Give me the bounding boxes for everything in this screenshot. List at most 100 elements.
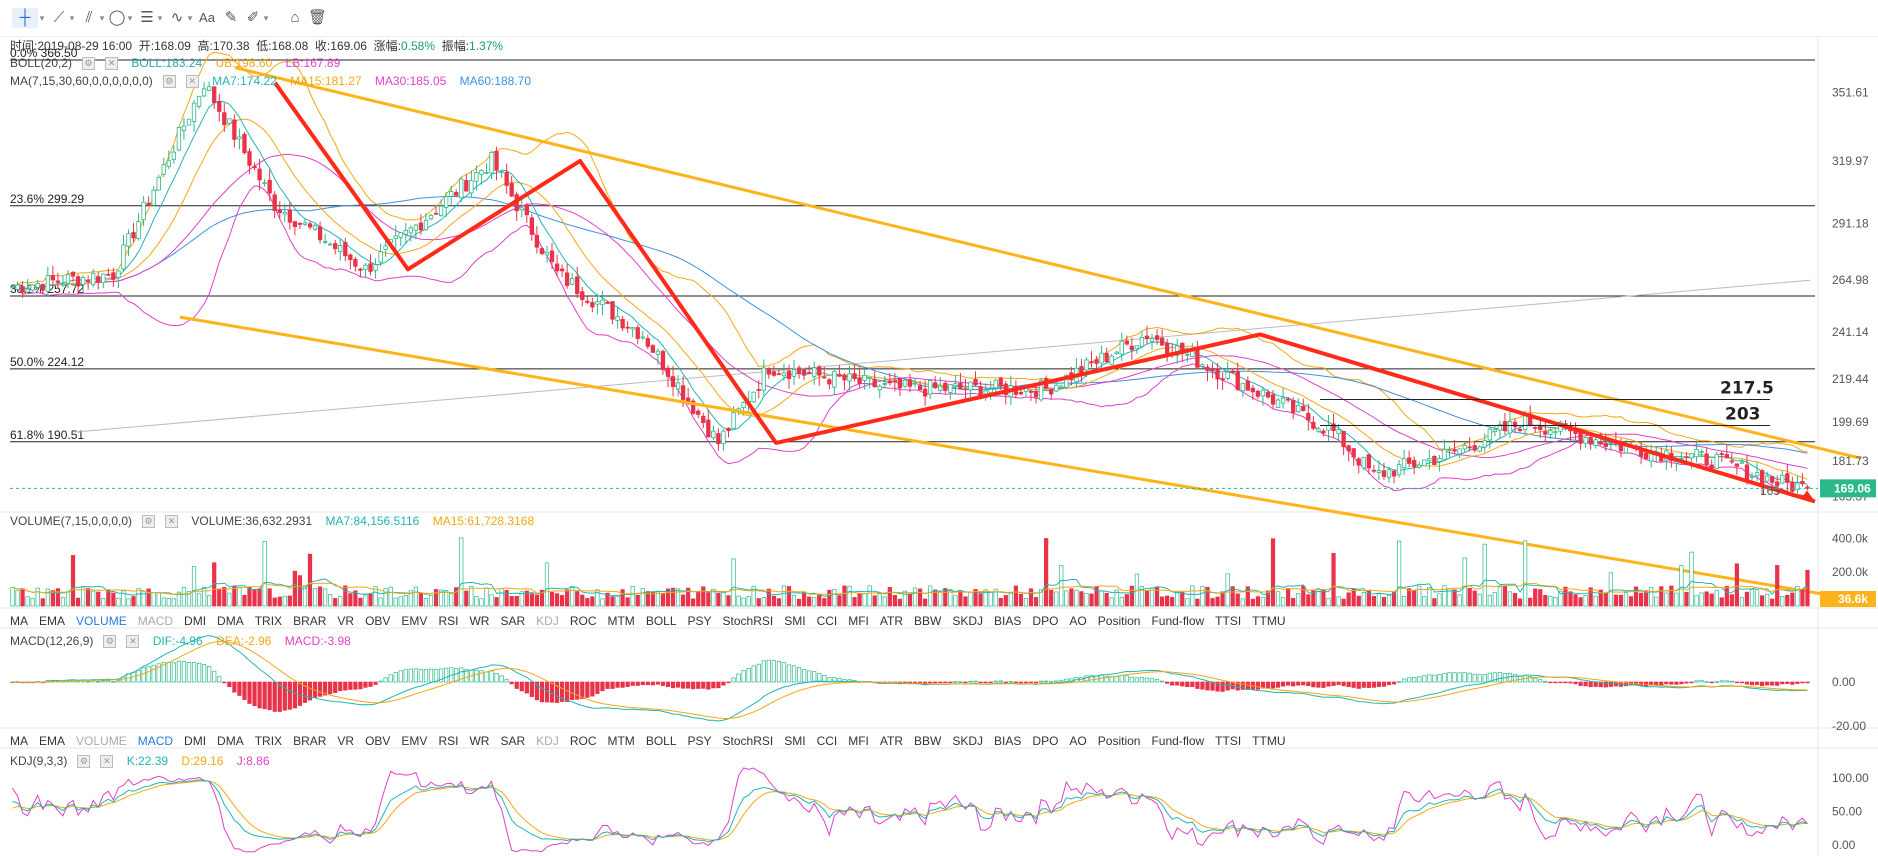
settings-icon[interactable]: ⚙: [77, 755, 91, 769]
chevron-down-icon[interactable]: ▾: [187, 13, 193, 23]
tab-ma[interactable]: MA: [10, 734, 28, 748]
tab-mfi[interactable]: MFI: [848, 734, 869, 748]
tab-volume[interactable]: VOLUME: [76, 614, 127, 628]
tab-dmi[interactable]: DMI: [184, 734, 207, 748]
macd-name[interactable]: MACD(12,26,9): [10, 634, 94, 648]
crosshair-icon[interactable]: ┼: [12, 8, 38, 28]
tab-rsi[interactable]: RSI: [438, 734, 459, 748]
tab-fund-flow[interactable]: Fund-flow: [1151, 734, 1205, 748]
tab-macd[interactable]: MACD: [137, 734, 174, 748]
tab-obv[interactable]: OBV: [365, 734, 391, 748]
tab-emv[interactable]: EMV: [401, 734, 428, 748]
tab-vr[interactable]: VR: [337, 734, 355, 748]
boll-name[interactable]: BOLL(20,2): [10, 56, 73, 70]
tab-ttsi[interactable]: TTSI: [1215, 734, 1242, 748]
tab-rsi[interactable]: RSI: [438, 614, 459, 628]
settings-icon[interactable]: ⚙: [142, 515, 156, 529]
tab-wr[interactable]: WR: [469, 734, 490, 748]
tab-ttmu[interactable]: TTMU: [1252, 734, 1286, 748]
close-icon[interactable]: ✕: [105, 57, 119, 71]
chevron-down-icon[interactable]: ▾: [39, 13, 45, 23]
close-icon[interactable]: ✕: [126, 635, 140, 649]
tab-stochrsi[interactable]: StochRSI: [722, 614, 774, 628]
close-icon[interactable]: ✕: [165, 515, 179, 529]
ma-name[interactable]: MA(7,15,30,60,0,0,0,0,0,0): [10, 74, 153, 88]
tab-bbw[interactable]: BBW: [914, 734, 942, 748]
tab-kdj[interactable]: KDJ: [536, 614, 559, 628]
close-icon[interactable]: ✕: [185, 75, 199, 89]
tab-atr[interactable]: ATR: [879, 734, 904, 748]
ruler-icon[interactable]: ✎: [224, 9, 238, 26]
tab-sar[interactable]: SAR: [500, 614, 526, 628]
pen-icon[interactable]: ✐: [246, 9, 260, 26]
tab-ao[interactable]: AO: [1069, 734, 1087, 748]
chevron-down-icon[interactable]: ▾: [99, 13, 105, 23]
wave-icon[interactable]: ∿: [170, 9, 184, 26]
tab-sar[interactable]: SAR: [500, 734, 526, 748]
tab-psy[interactable]: PSY: [687, 734, 712, 748]
tab-psy[interactable]: PSY: [687, 614, 712, 628]
settings-icon[interactable]: ⚙: [82, 57, 96, 71]
chevron-down-icon[interactable]: ▾: [127, 13, 133, 23]
ellipse-icon[interactable]: ◯: [108, 9, 126, 26]
tab-dma[interactable]: DMA: [217, 614, 244, 628]
tab-skdj[interactable]: SKDJ: [952, 614, 984, 628]
tab-mtm[interactable]: MTM: [607, 614, 635, 628]
tab-ema[interactable]: EMA: [39, 734, 66, 748]
lock-icon[interactable]: ⌂: [290, 9, 300, 26]
multi-line-icon[interactable]: ⫽: [85, 9, 93, 26]
tab-trix[interactable]: TRIX: [254, 614, 283, 628]
tab-emv[interactable]: EMV: [401, 614, 428, 628]
tab-atr[interactable]: ATR: [879, 614, 904, 628]
tab-smi[interactable]: SMI: [784, 614, 806, 628]
tab-bias[interactable]: BIAS: [994, 734, 1022, 748]
tab-brar[interactable]: BRAR: [293, 614, 327, 628]
tab-bbw[interactable]: BBW: [914, 614, 942, 628]
tab-skdj[interactable]: SKDJ: [952, 734, 984, 748]
tab-obv[interactable]: OBV: [365, 614, 391, 628]
tab-boll[interactable]: BOLL: [645, 734, 677, 748]
tab-wr[interactable]: WR: [469, 614, 490, 628]
tab-fund-flow[interactable]: Fund-flow: [1151, 614, 1205, 628]
tab-boll[interactable]: BOLL: [645, 614, 677, 628]
chevron-down-icon[interactable]: ▾: [263, 13, 269, 23]
text-tool-button[interactable]: Aa: [199, 10, 215, 25]
tab-trix[interactable]: TRIX: [254, 734, 283, 748]
tab-macd[interactable]: MACD: [137, 614, 174, 628]
tab-vr[interactable]: VR: [337, 614, 355, 628]
tab-roc[interactable]: ROC: [569, 614, 597, 628]
settings-icon[interactable]: ⚙: [162, 75, 176, 89]
tab-ao[interactable]: AO: [1069, 614, 1087, 628]
tab-kdj[interactable]: KDJ: [536, 734, 559, 748]
tab-dma[interactable]: DMA: [217, 734, 244, 748]
chevron-down-icon[interactable]: ▾: [69, 13, 75, 23]
chevron-down-icon[interactable]: ▾: [157, 13, 163, 23]
tab-bias[interactable]: BIAS: [994, 614, 1022, 628]
tab-dpo[interactable]: DPO: [1032, 734, 1059, 748]
tab-ema[interactable]: EMA: [39, 614, 66, 628]
tab-mtm[interactable]: MTM: [607, 734, 635, 748]
tab-dpo[interactable]: DPO: [1032, 614, 1059, 628]
tab-ttsi[interactable]: TTSI: [1215, 614, 1242, 628]
tab-position[interactable]: Position: [1097, 614, 1141, 628]
settings-icon[interactable]: ⚙: [103, 635, 117, 649]
tab-cci[interactable]: CCI: [816, 734, 838, 748]
trash-icon[interactable]: 🗑: [308, 9, 328, 26]
tab-ttmu[interactable]: TTMU: [1252, 614, 1286, 628]
line-icon[interactable]: ⟋: [53, 9, 65, 26]
tab-smi[interactable]: SMI: [784, 734, 806, 748]
kdj-name[interactable]: KDJ(9,3,3): [10, 754, 68, 768]
tab-volume[interactable]: VOLUME: [76, 734, 127, 748]
volume-name[interactable]: VOLUME(7,15,0,0,0,0): [10, 514, 133, 528]
tab-roc[interactable]: ROC: [569, 734, 597, 748]
parallel-lines-icon[interactable]: ☰: [140, 9, 154, 26]
tab-mfi[interactable]: MFI: [848, 614, 869, 628]
tab-position[interactable]: Position: [1097, 734, 1141, 748]
close-icon[interactable]: ✕: [100, 755, 114, 769]
tab-brar[interactable]: BRAR: [293, 734, 327, 748]
tab-cci[interactable]: CCI: [816, 614, 838, 628]
tab-stochrsi[interactable]: StochRSI: [722, 734, 774, 748]
tab-ma[interactable]: MA: [10, 614, 28, 628]
tab-dmi[interactable]: DMI: [184, 614, 207, 628]
